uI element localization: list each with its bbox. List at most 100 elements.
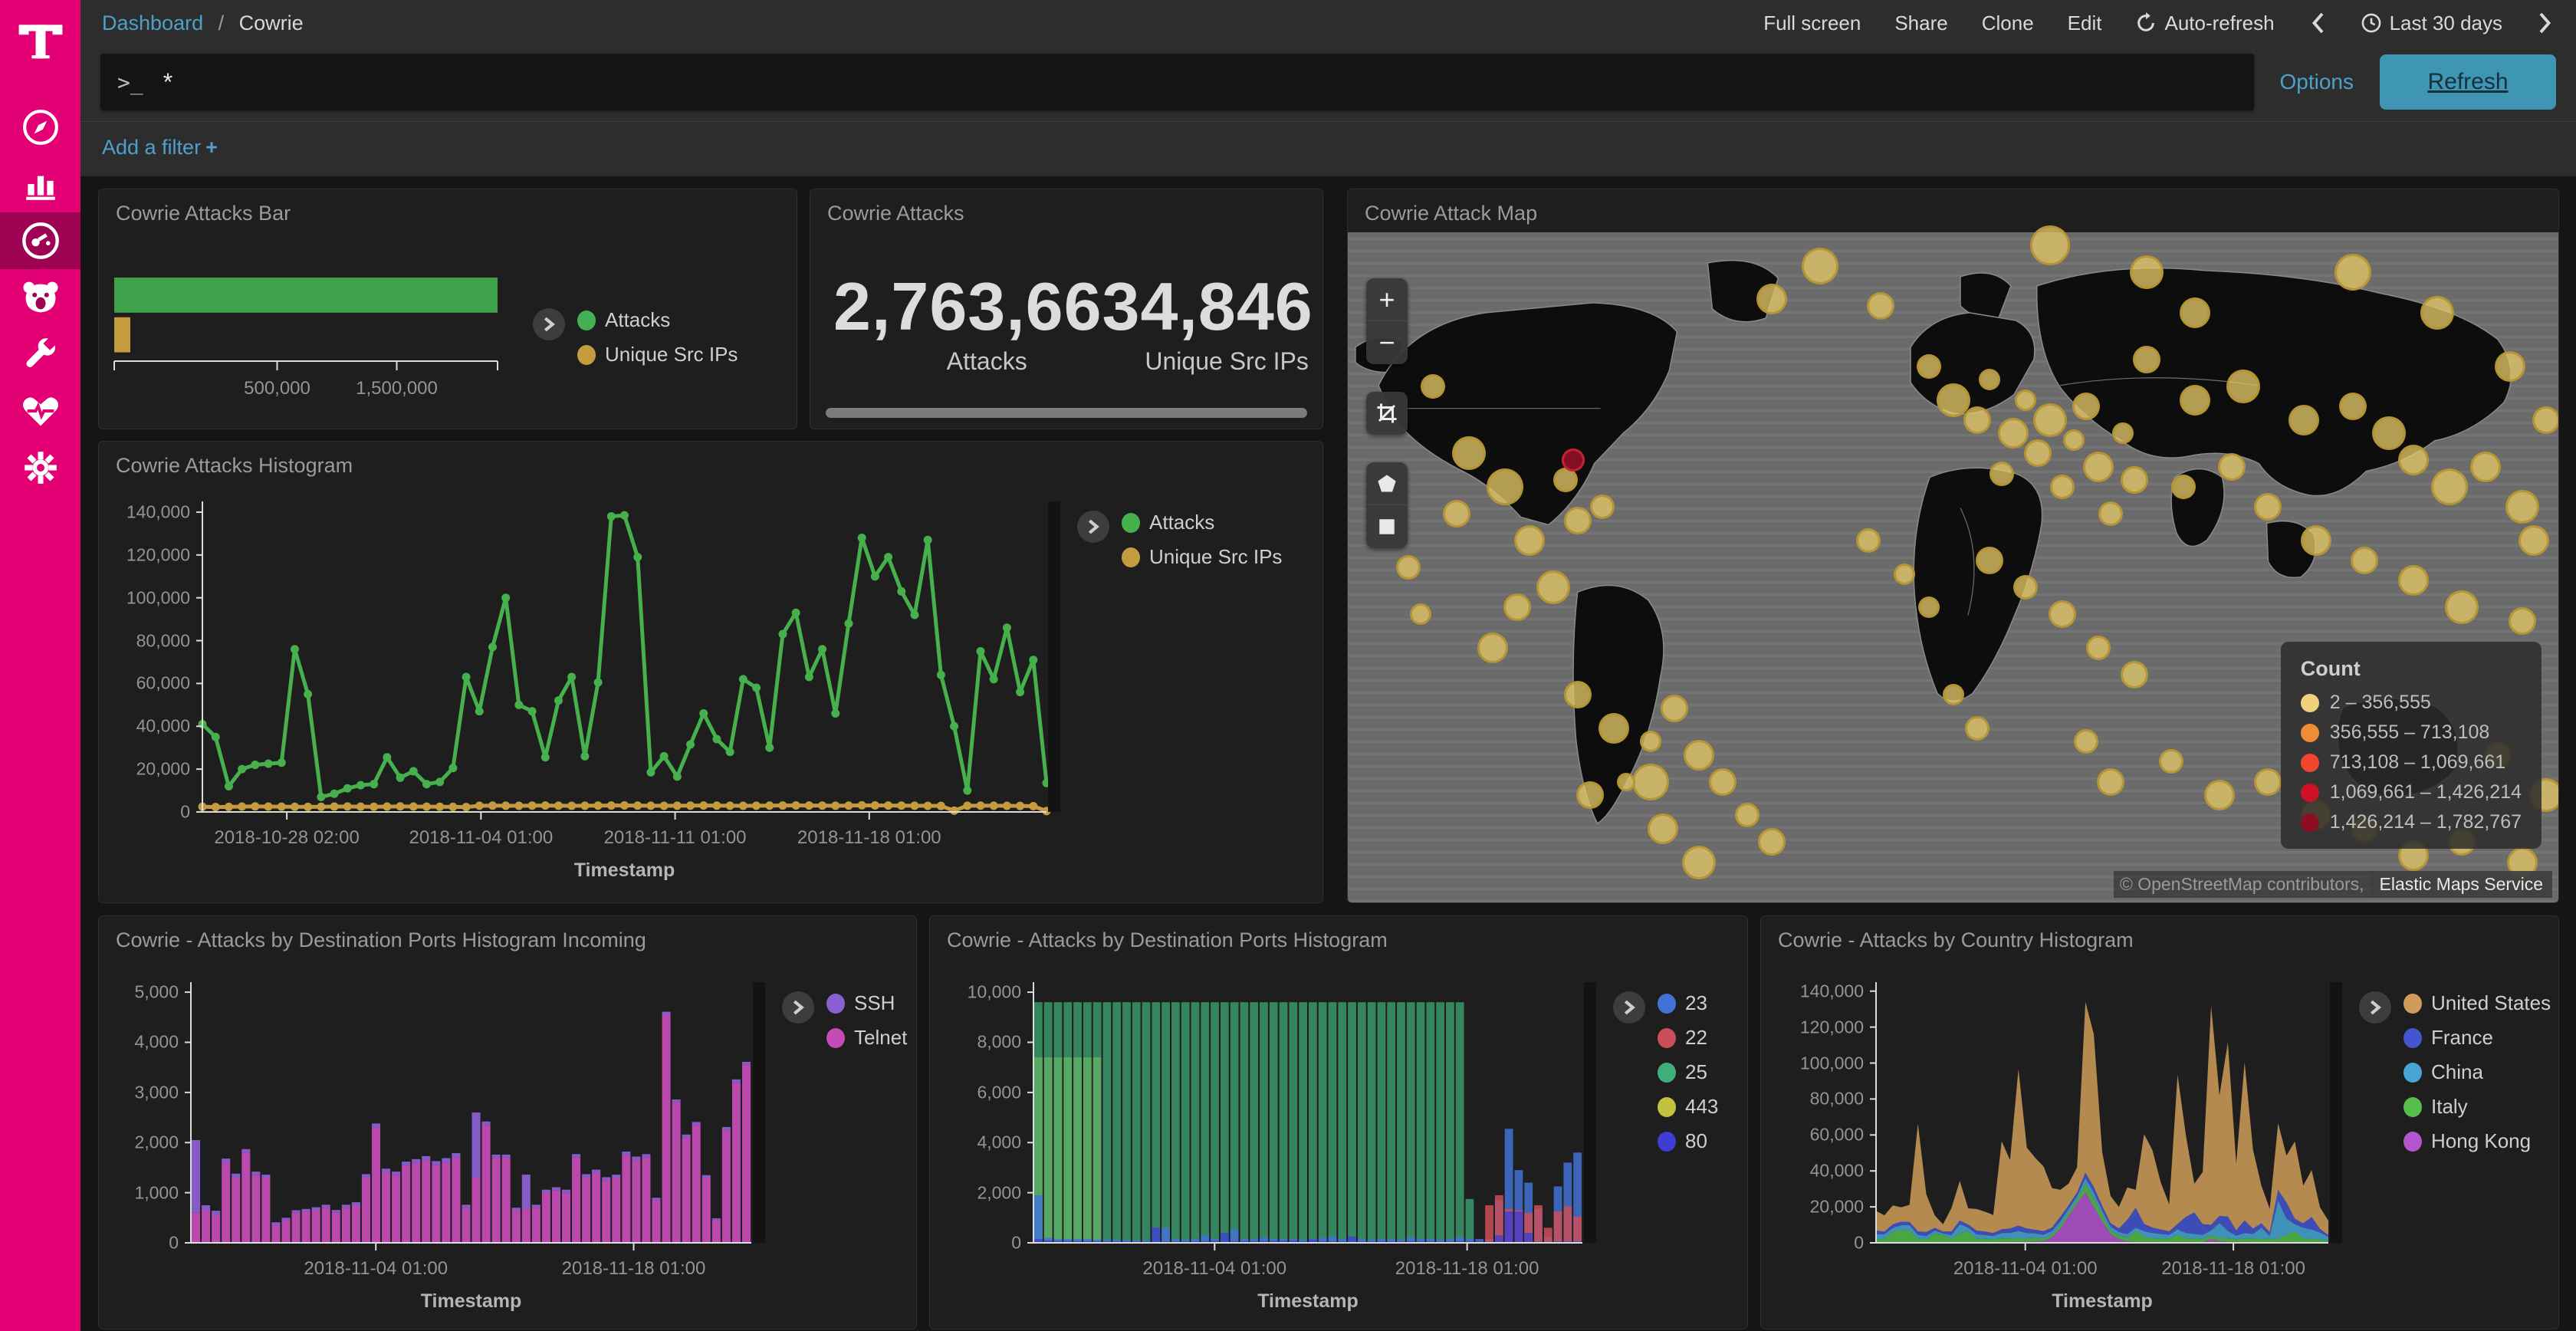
attack-bubble[interactable] <box>2158 749 2183 774</box>
attack-bubble[interactable] <box>2121 660 2149 689</box>
t-mobile-logo-icon[interactable] <box>17 17 64 68</box>
attacks-bar-chart[interactable]: 500,000 1,500,000 Attacks Unique Src IPs <box>99 235 797 429</box>
attack-bubble[interactable] <box>2098 501 2123 527</box>
attack-bubble[interactable] <box>2048 600 2076 629</box>
attack-bubble[interactable] <box>2338 393 2367 421</box>
attack-bubble[interactable] <box>1963 406 1992 434</box>
vertical-scrollbar[interactable] <box>753 982 765 1243</box>
legend-item[interactable]: Unique Src IPs <box>1122 545 1282 569</box>
auto-refresh-button[interactable]: Auto-refresh <box>2135 12 2275 35</box>
legend-item[interactable]: Attacks <box>1122 511 1282 534</box>
attack-bubble[interactable] <box>1942 684 1964 706</box>
attack-bubble[interactable] <box>2351 547 2379 575</box>
attack-bubble[interactable] <box>1647 813 1678 844</box>
add-filter-button[interactable]: Add a filter + <box>102 136 218 159</box>
legend-item[interactable]: Attacks <box>577 308 738 332</box>
attack-bubble[interactable] <box>1487 468 1524 506</box>
legend-item[interactable]: 23 <box>1658 991 1718 1015</box>
legend-toggle-chevron-icon[interactable] <box>1613 991 1645 1024</box>
attack-bubble[interactable] <box>1395 555 1421 580</box>
attack-bubble[interactable] <box>2072 393 2101 421</box>
attack-bubble[interactable] <box>2180 384 2211 416</box>
attack-bubble[interactable] <box>1989 461 2014 486</box>
elastic-maps-attribution[interactable]: Elastic Maps Service <box>2370 871 2552 898</box>
legend-item[interactable]: France <box>2404 1026 2551 1050</box>
share-button[interactable]: Share <box>1894 11 1948 35</box>
horizontal-scrollbar[interactable] <box>826 408 1307 418</box>
attack-bubble[interactable] <box>1477 632 1509 663</box>
attack-map[interactable]: + − <box>1348 225 2558 902</box>
legend-item[interactable]: China <box>2404 1060 2551 1084</box>
attack-bubble[interactable] <box>2170 475 2196 500</box>
attack-bubble[interactable] <box>1598 712 1630 744</box>
edit-button[interactable]: Edit <box>2067 11 2102 35</box>
attack-bubble[interactable] <box>1917 596 1940 619</box>
attack-bubble[interactable] <box>2032 403 2067 437</box>
polygon-tool-button[interactable] <box>1366 462 1408 505</box>
attack-bubble[interactable] <box>1553 468 1579 493</box>
attack-bubble[interactable] <box>2133 346 2161 374</box>
sidebar-item-beats[interactable] <box>0 269 80 326</box>
attack-bubble[interactable] <box>2013 575 2039 600</box>
legend-item[interactable]: Telnet <box>826 1026 907 1050</box>
legend-item[interactable]: Unique Src IPs <box>577 343 738 366</box>
attack-bubble[interactable] <box>2470 451 2502 482</box>
attack-bubble[interactable] <box>2420 295 2455 330</box>
clone-button[interactable]: Clone <box>1981 11 2034 35</box>
attack-bubble[interactable] <box>1443 500 1471 528</box>
attack-bubble[interactable] <box>2371 416 2406 451</box>
options-link[interactable]: Options <box>2279 70 2354 94</box>
attack-bubble[interactable] <box>2444 590 2479 625</box>
attack-bubble[interactable] <box>2301 525 2332 557</box>
attack-bubble[interactable] <box>1513 525 1545 557</box>
full-screen-button[interactable]: Full screen <box>1763 11 1861 35</box>
attack-bubble[interactable] <box>2288 404 2320 435</box>
breadcrumb-dashboard-link[interactable]: Dashboard <box>102 11 204 35</box>
legend-item[interactable]: Italy <box>2404 1095 2551 1119</box>
legend-item[interactable]: Hong Kong <box>2404 1129 2551 1153</box>
attack-bubble[interactable] <box>2015 389 2037 411</box>
ports-incoming-chart[interactable]: 2018-11-04 01:00 2018-11-18 01:00 0 1,000 2,… <box>99 962 916 1329</box>
attack-bubble[interactable] <box>1965 715 1990 741</box>
attack-bubble[interactable] <box>2254 767 2282 796</box>
country-histogram-chart[interactable]: 2018-11-04 01:00 2018-11-18 01:00 0 20,000 4… <box>1761 962 2558 1329</box>
legend-item[interactable]: United States <box>2404 991 2551 1015</box>
attack-bubble[interactable] <box>1975 547 2003 575</box>
osm-attribution[interactable]: © OpenStreetMap contributors, <box>2113 871 2371 898</box>
attack-bubble[interactable] <box>2505 490 2539 524</box>
map-zoom-in-button[interactable]: + <box>1366 278 1408 321</box>
attack-bubble[interactable] <box>2029 225 2070 266</box>
refresh-button[interactable]: Refresh <box>2380 54 2556 110</box>
attack-bubble[interactable] <box>1683 739 1714 771</box>
attack-bubble[interactable] <box>2096 767 2124 796</box>
attack-bubble[interactable] <box>1681 845 1716 879</box>
attack-bubble[interactable] <box>1631 763 1669 800</box>
attack-bubble[interactable] <box>1409 603 1431 626</box>
attack-bubble[interactable] <box>1936 383 1970 417</box>
attack-bubble[interactable] <box>2180 297 2211 328</box>
attack-bubble[interactable] <box>2254 493 2282 521</box>
sidebar-item-dev-tools[interactable] <box>0 326 80 383</box>
attack-bubble[interactable] <box>1978 369 2000 391</box>
legend-item[interactable]: 443 <box>1658 1095 1718 1119</box>
attack-bubble[interactable] <box>1756 284 1787 315</box>
attack-bubble[interactable] <box>2217 452 2246 481</box>
map-zoom-out-button[interactable]: − <box>1378 327 1395 358</box>
attack-bubble[interactable] <box>2334 254 2371 291</box>
attack-bubble[interactable] <box>2082 451 2114 482</box>
time-back-button[interactable] <box>2308 12 2327 35</box>
rectangle-tool-button[interactable] <box>1366 505 1408 548</box>
attacks-histogram-chart[interactable]: 2018-10-28 02:00 2018-11-04 01:00 2018-11-… <box>99 488 1322 902</box>
legend-toggle-chevron-icon[interactable] <box>782 991 814 1024</box>
attack-bubble[interactable] <box>2518 525 2550 557</box>
vertical-scrollbar[interactable] <box>1048 501 1060 812</box>
attack-bubble[interactable] <box>1709 767 1737 796</box>
attack-bubble[interactable] <box>1564 681 1592 709</box>
attack-bubble[interactable] <box>2494 350 2525 382</box>
attack-bubble[interactable] <box>2397 565 2429 596</box>
attack-bubble[interactable] <box>1735 803 1760 828</box>
attack-bubble[interactable] <box>2397 445 2429 476</box>
legend-toggle-chevron-icon[interactable] <box>533 308 565 340</box>
attack-bubble[interactable] <box>2430 468 2468 506</box>
map-crop-tool-button[interactable] <box>1366 392 1408 435</box>
